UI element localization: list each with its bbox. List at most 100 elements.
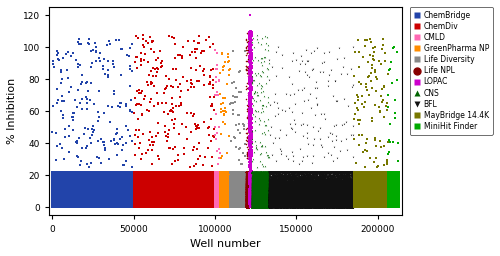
- Point: [257, 205, 265, 209]
- Point: [324, 189, 332, 193]
- Point: [80, 179, 88, 184]
- Point: [192, 170, 200, 174]
- Point: [309, 197, 317, 201]
- Point: [288, 110, 296, 114]
- Point: [354, 205, 362, 209]
- Point: [314, 205, 322, 209]
- Point: [260, 193, 268, 197]
- Point: [322, 205, 330, 209]
- Point: [357, 170, 365, 174]
- Point: [116, 170, 124, 174]
- Point: [149, 203, 157, 207]
- Point: [211, 205, 219, 209]
- Point: [52, 203, 60, 207]
- Point: [198, 170, 206, 174]
- Point: [63, 197, 71, 201]
- Point: [164, 189, 172, 193]
- Point: [186, 197, 194, 201]
- Point: [180, 205, 188, 209]
- Point: [288, 182, 296, 186]
- Point: [350, 202, 358, 206]
- Point: [155, 170, 163, 174]
- Point: [274, 203, 281, 207]
- Point: [213, 182, 221, 186]
- Point: [145, 183, 153, 187]
- Point: [136, 178, 144, 183]
- Point: [226, 201, 234, 205]
- Point: [277, 203, 285, 207]
- Point: [318, 204, 326, 208]
- Point: [363, 205, 371, 209]
- Point: [326, 196, 334, 200]
- Point: [380, 170, 388, 175]
- Point: [392, 182, 400, 186]
- Point: [362, 205, 370, 209]
- Point: [350, 205, 358, 209]
- Point: [218, 193, 226, 197]
- Point: [200, 205, 207, 209]
- Point: [156, 199, 164, 203]
- Point: [204, 192, 212, 196]
- Point: [274, 175, 282, 179]
- Point: [227, 204, 235, 208]
- Point: [368, 182, 376, 186]
- Point: [328, 204, 336, 208]
- Point: [224, 187, 232, 191]
- Point: [284, 204, 292, 208]
- Point: [240, 199, 248, 203]
- Point: [392, 198, 400, 202]
- Point: [273, 185, 281, 189]
- Point: [244, 187, 252, 191]
- Point: [334, 204, 342, 208]
- Point: [338, 195, 345, 199]
- Point: [384, 184, 392, 188]
- Point: [68, 200, 76, 205]
- Point: [110, 190, 118, 194]
- Point: [224, 204, 232, 208]
- Point: [124, 205, 132, 209]
- Point: [358, 170, 366, 174]
- Point: [167, 197, 175, 201]
- Point: [176, 197, 184, 201]
- Point: [336, 181, 344, 185]
- Point: [394, 170, 402, 174]
- Point: [183, 199, 191, 203]
- Point: [388, 190, 396, 194]
- Point: [326, 204, 334, 208]
- Point: [322, 201, 330, 206]
- Point: [388, 196, 396, 200]
- Point: [122, 205, 130, 209]
- Point: [306, 200, 314, 204]
- Point: [208, 201, 216, 205]
- Point: [80, 191, 88, 196]
- Point: [282, 201, 290, 206]
- Point: [272, 201, 280, 206]
- Point: [62, 193, 70, 197]
- Point: [242, 145, 250, 149]
- Point: [114, 205, 122, 209]
- Point: [380, 176, 388, 180]
- Point: [394, 170, 402, 174]
- Point: [346, 181, 354, 185]
- Point: [255, 190, 263, 194]
- Point: [292, 198, 300, 202]
- Point: [192, 192, 200, 196]
- Point: [70, 196, 78, 200]
- Point: [141, 187, 149, 191]
- Point: [52, 195, 60, 199]
- Point: [391, 205, 399, 209]
- Point: [381, 200, 389, 204]
- Point: [241, 205, 249, 209]
- Point: [322, 204, 330, 208]
- Point: [375, 188, 383, 192]
- Point: [354, 194, 362, 198]
- Point: [184, 200, 192, 204]
- Point: [356, 192, 364, 196]
- Point: [261, 196, 269, 200]
- Point: [135, 194, 143, 198]
- Point: [110, 182, 118, 186]
- Point: [280, 175, 288, 179]
- Point: [378, 189, 386, 194]
- Point: [304, 205, 312, 209]
- Point: [390, 190, 398, 194]
